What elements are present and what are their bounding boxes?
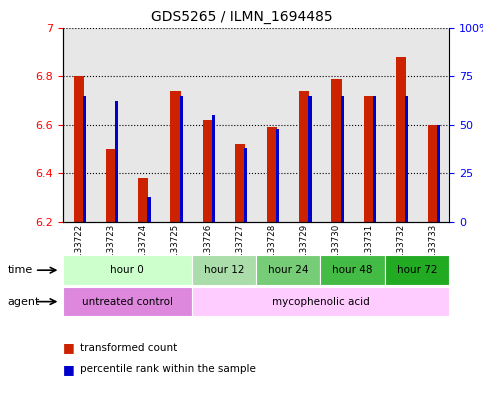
Text: hour 12: hour 12	[203, 265, 244, 275]
Bar	[74, 76, 84, 222]
Bar	[437, 125, 440, 222]
Bar	[256, 28, 288, 222]
Bar	[396, 57, 406, 222]
Bar	[95, 28, 127, 222]
Bar	[106, 149, 116, 222]
Bar	[353, 28, 385, 222]
Bar	[331, 79, 341, 222]
Text: mycophenolic acid: mycophenolic acid	[271, 297, 369, 307]
Bar	[147, 197, 151, 222]
Bar	[417, 28, 449, 222]
Text: ■: ■	[63, 363, 74, 376]
Bar	[192, 28, 224, 222]
Bar	[288, 28, 320, 222]
Text: ■: ■	[63, 341, 74, 354]
Bar	[202, 120, 213, 222]
Bar	[428, 125, 438, 222]
Text: time: time	[7, 265, 32, 275]
Bar	[115, 101, 118, 222]
Bar	[127, 28, 159, 222]
Bar	[212, 115, 215, 222]
Bar	[276, 129, 279, 222]
Bar	[385, 28, 417, 222]
Text: untreated control: untreated control	[82, 297, 173, 307]
Bar	[267, 127, 277, 222]
Bar	[224, 28, 256, 222]
Text: hour 24: hour 24	[268, 265, 309, 275]
Bar	[244, 148, 247, 222]
Bar	[159, 28, 192, 222]
Text: hour 0: hour 0	[110, 265, 144, 275]
Bar	[170, 91, 181, 222]
Bar	[373, 95, 376, 222]
Text: percentile rank within the sample: percentile rank within the sample	[80, 364, 256, 375]
Bar	[364, 95, 374, 222]
Bar	[180, 95, 183, 222]
Bar	[341, 95, 344, 222]
Text: transformed count: transformed count	[80, 343, 177, 353]
Bar	[235, 144, 245, 222]
Text: hour 72: hour 72	[397, 265, 437, 275]
Bar	[63, 28, 95, 222]
Bar	[320, 28, 353, 222]
Bar	[299, 91, 310, 222]
Bar	[308, 95, 312, 222]
Text: agent: agent	[7, 297, 40, 307]
Text: GDS5265 / ILMN_1694485: GDS5265 / ILMN_1694485	[151, 10, 332, 24]
Text: hour 48: hour 48	[332, 265, 373, 275]
Bar	[83, 95, 86, 222]
Bar	[138, 178, 148, 222]
Bar	[405, 95, 408, 222]
